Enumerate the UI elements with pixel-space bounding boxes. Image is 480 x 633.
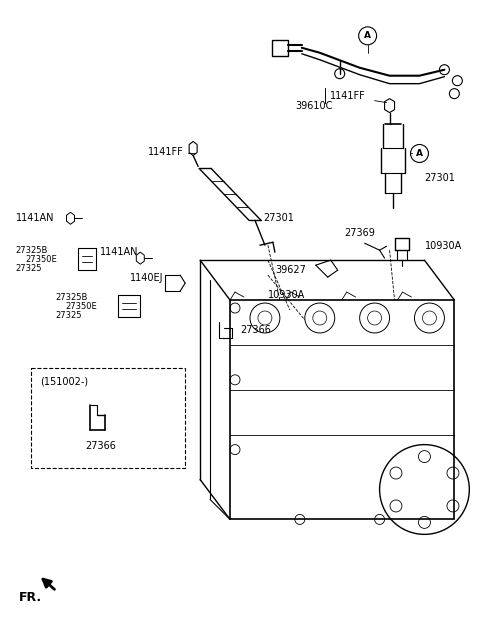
Circle shape — [390, 500, 402, 512]
Text: A: A — [416, 149, 423, 158]
Text: A: A — [364, 31, 371, 41]
Circle shape — [419, 451, 431, 463]
Text: 27301: 27301 — [263, 213, 294, 223]
Circle shape — [295, 515, 305, 524]
Text: (151002-): (151002-) — [41, 377, 89, 387]
Circle shape — [390, 467, 402, 479]
Text: 1141AN: 1141AN — [16, 213, 54, 223]
Text: 27325: 27325 — [56, 311, 82, 320]
Circle shape — [230, 444, 240, 454]
Circle shape — [419, 517, 431, 529]
Text: 1140EJ: 1140EJ — [130, 273, 164, 283]
Text: 27325B: 27325B — [56, 292, 88, 301]
Text: FR.: FR. — [19, 591, 42, 604]
Text: 1141FF: 1141FF — [330, 91, 365, 101]
Text: 1141FF: 1141FF — [148, 147, 184, 158]
Text: 1141AN: 1141AN — [100, 248, 139, 257]
Text: 39610C: 39610C — [295, 101, 332, 111]
Circle shape — [447, 500, 459, 512]
Circle shape — [447, 467, 459, 479]
Text: 27366: 27366 — [85, 441, 116, 451]
Text: 27325: 27325 — [16, 263, 42, 273]
Text: 27369: 27369 — [345, 229, 375, 238]
Text: 10930A: 10930A — [268, 290, 305, 300]
Text: 27325B: 27325B — [16, 246, 48, 254]
Text: 27350E: 27350E — [25, 254, 58, 264]
Text: 27350E: 27350E — [65, 301, 97, 311]
Text: 27301: 27301 — [424, 173, 456, 184]
Circle shape — [230, 375, 240, 385]
Circle shape — [374, 515, 384, 524]
Text: 27366: 27366 — [240, 325, 271, 335]
Text: 10930A: 10930A — [424, 241, 462, 251]
Text: 39627: 39627 — [275, 265, 306, 275]
Circle shape — [230, 303, 240, 313]
